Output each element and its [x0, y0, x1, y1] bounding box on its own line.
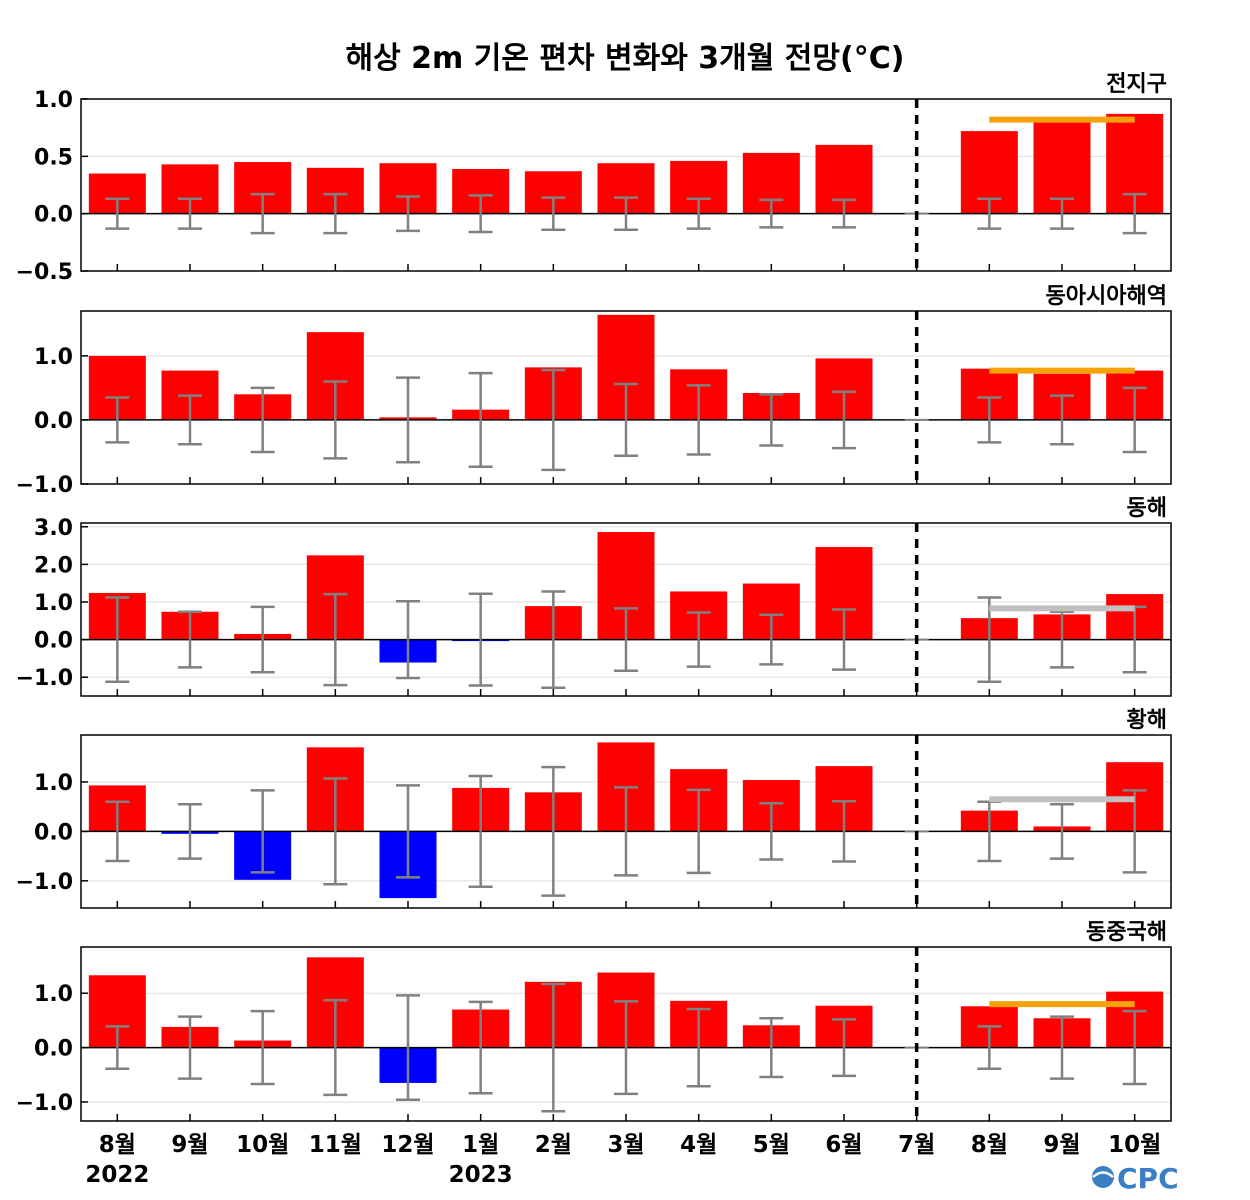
- x-tick-label: 7월: [898, 1132, 935, 1158]
- y-tick-label: 2.0: [34, 553, 73, 578]
- x-tick-label: 12월: [381, 1132, 434, 1158]
- cpc-logo: CPC: [1092, 1162, 1179, 1195]
- x-tick-label: 1월: [462, 1132, 499, 1158]
- logo-globe-icon: [1092, 1166, 1114, 1188]
- y-tick-label: 0.0: [34, 203, 73, 228]
- panel-label: 동중국해: [1086, 920, 1167, 945]
- panel-2: 1.0 0.0 −1.0 동아시아해역: [16, 284, 1172, 498]
- panel-3: 3.0 2.0 1.0 0.0 −1.0 동해: [16, 496, 1172, 697]
- logo-text: CPC: [1117, 1162, 1179, 1195]
- panel-label: 동해: [1127, 496, 1167, 521]
- x-tick-label: 4월: [680, 1132, 717, 1158]
- y-tick-label: 1.0: [34, 88, 73, 113]
- year-label: 2023: [449, 1162, 513, 1188]
- x-tick-label: 10월: [236, 1132, 289, 1158]
- x-tick-label: 8월: [971, 1132, 1008, 1158]
- y-tick-label: 0.0: [34, 629, 73, 654]
- y-tick-label: 0.5: [34, 145, 73, 170]
- panel-5: 1.0 0.0 −1.0 동중국해: [16, 920, 1172, 1122]
- x-tick-label: 11월: [309, 1132, 362, 1158]
- x-tick-label: 8월: [99, 1132, 136, 1158]
- x-tick-label: 9월: [171, 1132, 208, 1158]
- y-tick-label: 0.0: [34, 409, 73, 434]
- y-tick-label: 1.0: [34, 345, 73, 370]
- chart-title: 해상 2m 기온 편차 변화와 3개월 전망(°C): [346, 41, 905, 76]
- y-tick-label: −1.0: [16, 1091, 73, 1116]
- y-tick-label: 3.0: [34, 516, 73, 541]
- panel-4: 1.0 0.0 −1.0 황해: [16, 708, 1172, 909]
- x-tick-label: 10월: [1108, 1132, 1161, 1158]
- y-tick-label: 0.0: [34, 1037, 73, 1062]
- panel-label: 황해: [1127, 708, 1167, 733]
- y-tick-label: 1.0: [34, 982, 73, 1007]
- y-tick-label: −1.0: [16, 473, 73, 498]
- y-tick-label: 1.0: [34, 591, 73, 616]
- x-tick-label: 6월: [825, 1132, 862, 1158]
- year-label: 2022: [85, 1162, 149, 1188]
- y-tick-label: 1.0: [34, 771, 73, 796]
- y-tick-label: −1.0: [16, 666, 73, 691]
- x-tick-label: 2월: [535, 1132, 572, 1158]
- logo-wave-icon: [1092, 1171, 1114, 1178]
- panel-label: 전지구: [1106, 72, 1167, 97]
- x-tick-label: 3월: [607, 1132, 644, 1158]
- panel-label: 동아시아해역: [1046, 284, 1167, 309]
- x-axis-labels: 8월 9월 10월 11월 12월 1월 2월 3월 4월 5월 6월 7월 8월 9월 10월 2022 20…: [85, 1132, 1161, 1188]
- x-tick-label: 9월: [1043, 1132, 1080, 1158]
- x-tick-label: 5월: [753, 1132, 790, 1158]
- panel-1: 1.0 0.5 0.0 −0.5 전지구: [16, 72, 1172, 285]
- y-tick-label: 0.0: [34, 820, 73, 845]
- panels: 1.0 0.5 0.0 −0.5 전지구 1.0 0.0 −1.0 동아시아해역 3.0 2.0 1.…: [16, 72, 1172, 1122]
- y-tick-label: −0.5: [16, 260, 73, 285]
- y-tick-label: −1.0: [16, 870, 73, 895]
